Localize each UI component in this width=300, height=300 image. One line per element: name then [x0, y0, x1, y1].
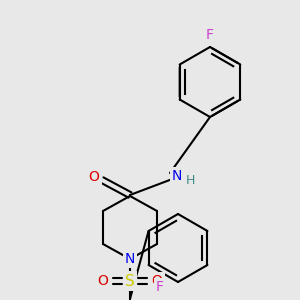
Text: S: S	[125, 274, 135, 289]
Text: O: O	[88, 170, 99, 184]
Text: N: N	[125, 252, 135, 266]
Text: F: F	[156, 280, 164, 294]
Text: N: N	[172, 169, 182, 183]
Text: O: O	[152, 274, 162, 288]
Text: O: O	[98, 274, 108, 288]
Text: F: F	[206, 28, 214, 42]
Text: H: H	[185, 175, 195, 188]
